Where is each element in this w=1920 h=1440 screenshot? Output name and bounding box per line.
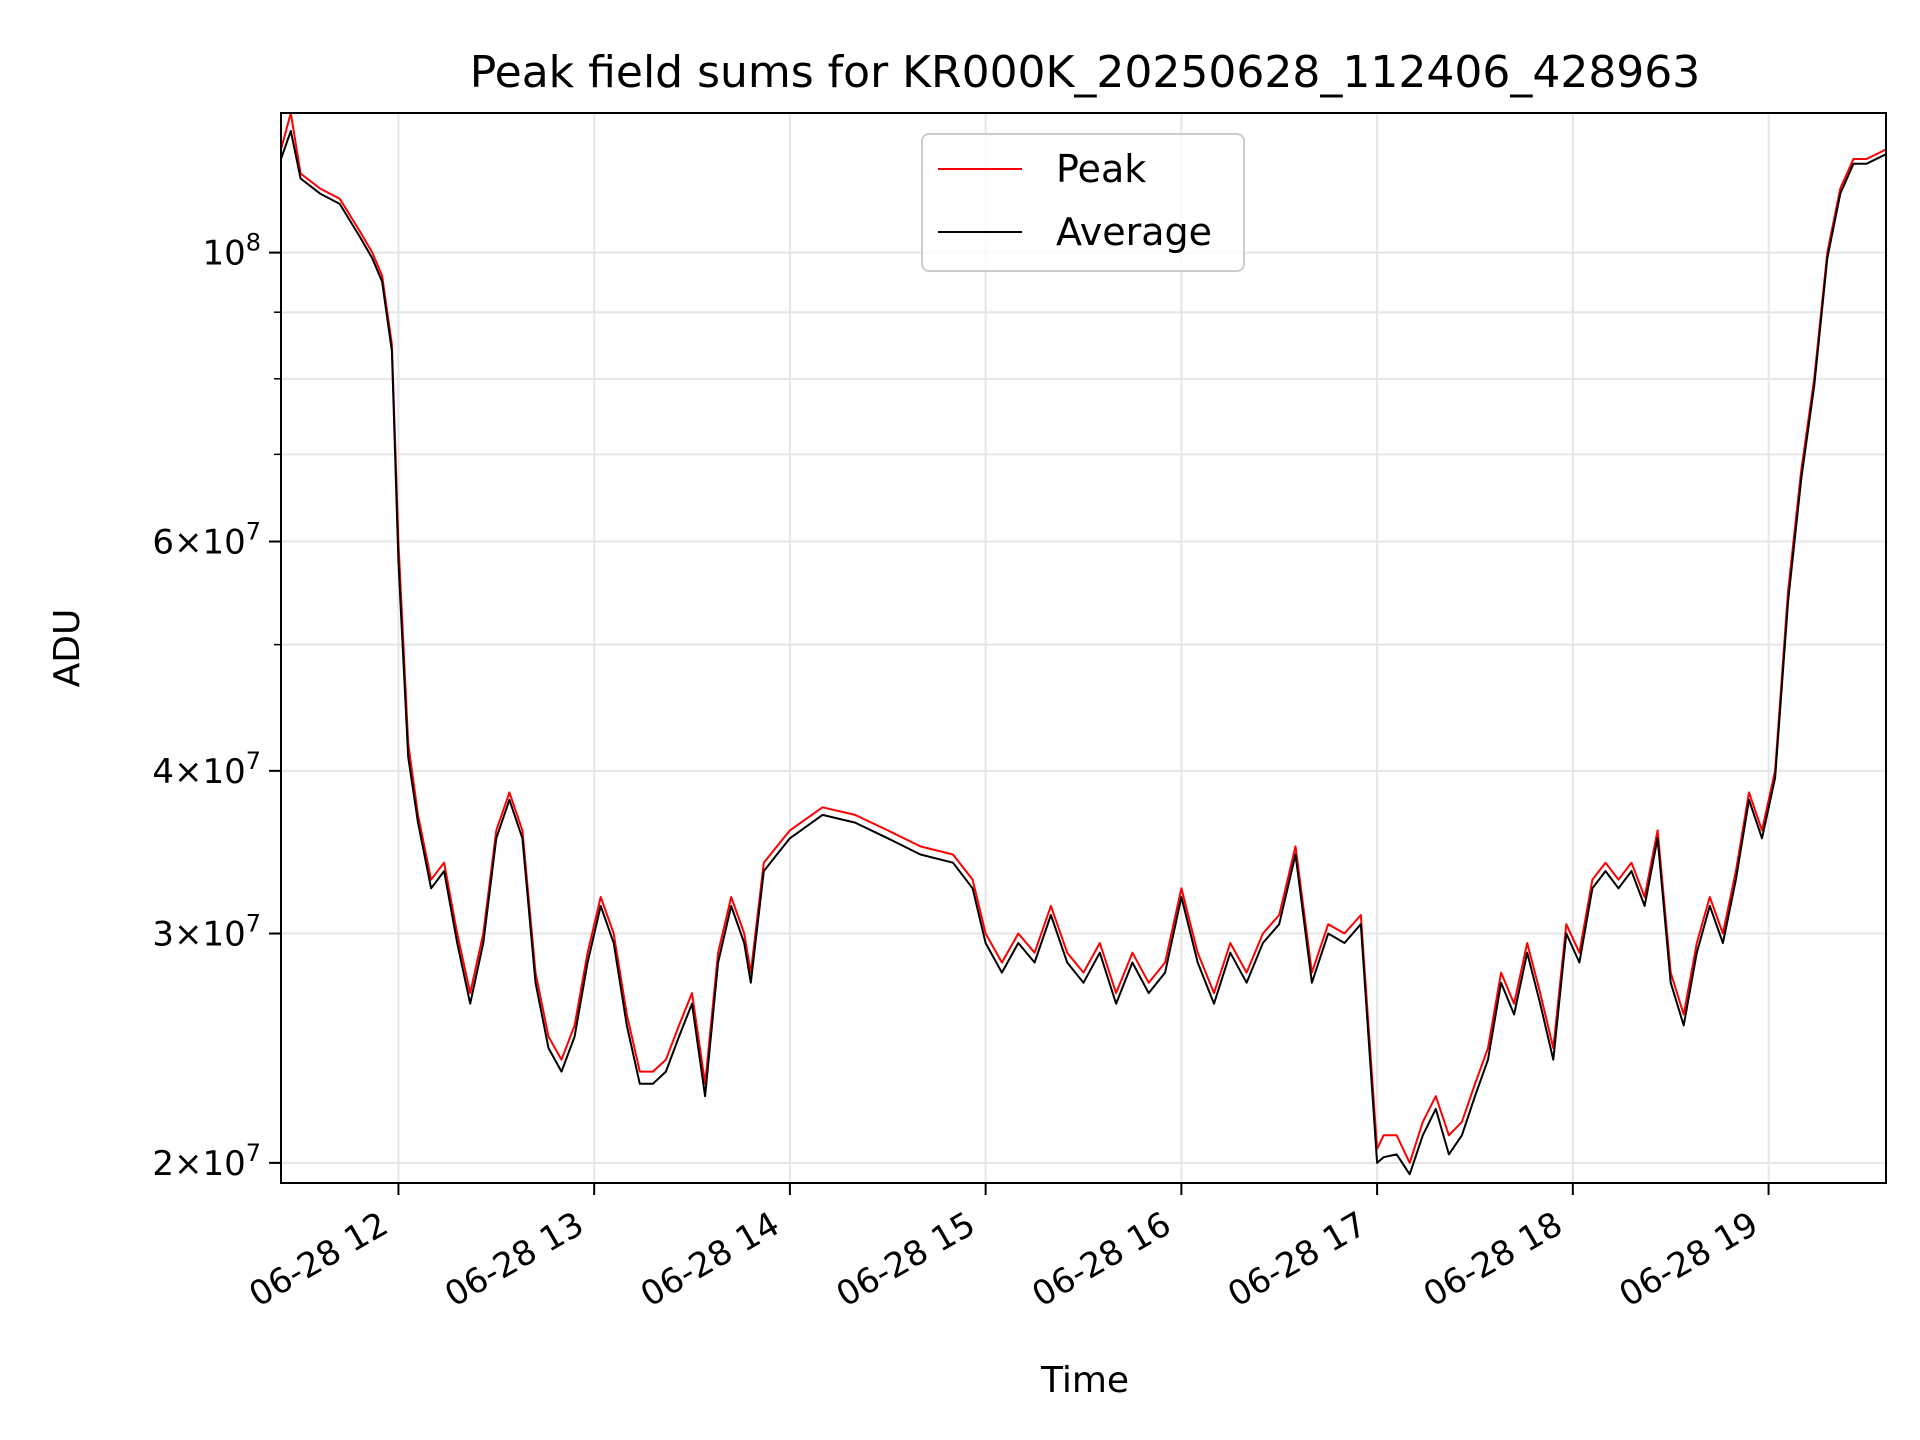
x-tick-label-7: 06-28 19	[1613, 1204, 1765, 1315]
y-tick-label-2: 4×107	[152, 747, 261, 792]
x-axis-label: Time	[1040, 1360, 1129, 1401]
y-tick-label-4: 108	[202, 229, 261, 274]
y-tick-label-1: 3×107	[152, 910, 261, 955]
y-tick-label-0: 2×107	[152, 1139, 261, 1184]
legend: Peak Average	[921, 133, 1245, 272]
series-line-average	[280, 130, 1887, 1176]
x-tick-label-4: 06-28 16	[1025, 1204, 1177, 1315]
series-line-peak	[280, 112, 1887, 1164]
legend-label-peak: Peak	[1056, 147, 1146, 191]
x-tick-label-5: 06-28 17	[1221, 1204, 1373, 1315]
x-tick-label-3: 06-28 15	[830, 1204, 982, 1315]
grid-lines	[281, 113, 1886, 1183]
x-tick-label-1: 06-28 13	[438, 1204, 590, 1315]
y-axis-label: ADU	[47, 609, 88, 688]
axis-layer: 2×107 3×107 4×107 6×107 108 06-28 12 06-28 13 0…	[152, 229, 1770, 1315]
x-tick-label-6: 06-28 18	[1417, 1204, 1569, 1315]
x-tick-label-2: 06-28 14	[634, 1204, 786, 1315]
plot-frame	[280, 112, 1887, 1184]
y-tick-label-3: 6×107	[152, 518, 261, 563]
chart-title: Peak field sums for KR000K_20250628_1124…	[470, 47, 1701, 98]
series-layer	[280, 112, 1887, 1176]
x-tick-label-0: 06-28 12	[243, 1204, 395, 1315]
legend-label-average: Average	[1056, 210, 1212, 254]
